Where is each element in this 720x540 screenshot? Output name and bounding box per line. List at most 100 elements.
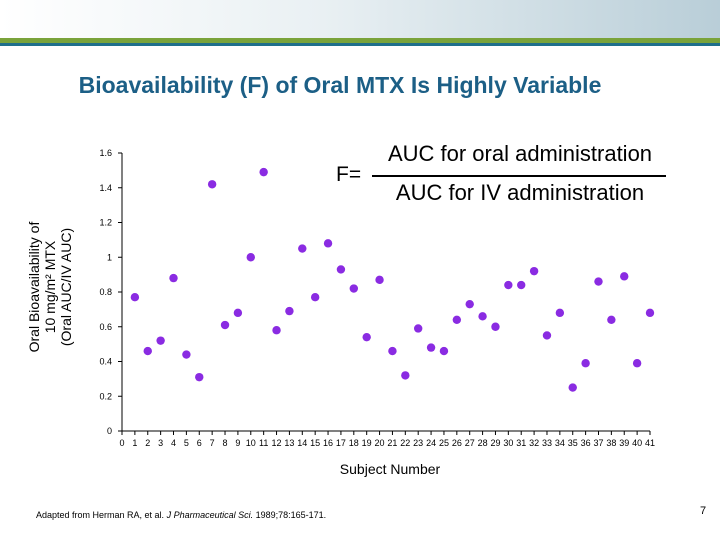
x-tick-label: 29 — [490, 438, 500, 448]
data-point — [349, 284, 359, 293]
data-point — [195, 372, 204, 382]
x-tick-label: 3 — [158, 438, 163, 448]
x-tick-label: 14 — [297, 438, 307, 448]
formula-lhs: F= — [336, 163, 362, 186]
x-tick-label: 11 — [259, 438, 268, 448]
x-tick-label: 35 — [568, 438, 578, 448]
x-tick-label: 30 — [503, 438, 513, 448]
header-accent-green — [0, 38, 720, 43]
y-tick-label: 1.4 — [99, 183, 112, 193]
data-point — [607, 315, 616, 324]
x-tick-label: 40 — [632, 438, 642, 448]
formula-numerator: AUC for oral administration — [387, 141, 653, 166]
x-tick-label: 0 — [119, 438, 124, 448]
x-tick-label: 4 — [171, 438, 176, 448]
x-tick-label: 18 — [349, 438, 359, 448]
x-tick-label: 15 — [310, 438, 320, 448]
data-point — [465, 299, 474, 309]
x-tick-label: 20 — [375, 438, 385, 448]
data-point — [439, 346, 449, 356]
data-point — [645, 308, 655, 318]
data-point — [426, 343, 436, 352]
formula-fraction-bar — [372, 175, 666, 177]
x-tick-label: 31 — [516, 438, 526, 448]
y-tick-label: 0.6 — [99, 322, 112, 332]
data-point — [581, 359, 590, 368]
x-tick-label: 17 — [336, 438, 346, 448]
source-citation: Adapted from Herman RA, et al. J Pharmac… — [36, 510, 326, 520]
y-tick-label: 0.2 — [99, 391, 112, 401]
x-tick-label: 28 — [478, 438, 488, 448]
data-point — [452, 315, 462, 324]
x-tick-label: 25 — [439, 438, 449, 448]
x-tick-label: 22 — [400, 438, 410, 448]
data-point — [542, 331, 552, 340]
data-point — [620, 272, 629, 281]
data-point — [298, 244, 307, 253]
header-band — [0, 0, 720, 38]
source-journal: J Pharmaceutical Sci. — [166, 510, 254, 520]
x-tick-label: 8 — [223, 438, 228, 448]
data-point — [156, 336, 165, 345]
data-point — [401, 371, 410, 380]
header-accent-blue — [0, 43, 720, 46]
data-point — [362, 332, 371, 342]
source-prefix: Adapted from Herman RA, et al. — [36, 510, 167, 520]
x-tick-label: 9 — [235, 438, 240, 448]
data-point — [169, 273, 178, 283]
formula-denominator: AUC for IV administration — [395, 180, 645, 205]
data-point — [130, 293, 140, 302]
x-axis-label: Subject Number — [339, 461, 441, 477]
x-tick-label: 13 — [284, 438, 294, 448]
x-tick-label: 39 — [619, 438, 629, 448]
x-tick-label: 2 — [145, 438, 150, 448]
x-tick-label: 6 — [197, 438, 202, 448]
y-tick-label: 1.2 — [99, 218, 112, 228]
data-point — [272, 326, 281, 335]
source-suffix: 1989;78:165-171. — [253, 510, 327, 520]
x-tick-label: 21 — [387, 438, 397, 448]
x-tick-label: 33 — [542, 438, 552, 448]
data-point — [388, 346, 397, 356]
data-point — [632, 359, 642, 368]
data-point — [529, 266, 539, 276]
y-tick-label: 1.6 — [99, 148, 112, 158]
y-tick-label: 0.4 — [99, 357, 112, 367]
page-number: 7 — [700, 505, 707, 517]
x-tick-label: 26 — [452, 438, 462, 448]
data-point — [375, 275, 384, 285]
data-point — [323, 239, 333, 248]
x-tick-label: 10 — [246, 438, 256, 448]
data-point — [310, 293, 320, 302]
x-tick-label: 23 — [413, 438, 423, 448]
x-tick-label: 27 — [465, 438, 475, 448]
x-tick-label: 34 — [555, 438, 565, 448]
data-point — [517, 280, 526, 290]
x-tick-label: 5 — [184, 438, 189, 448]
data-point — [568, 383, 577, 392]
data-point — [504, 280, 513, 290]
x-tick-label: 38 — [606, 438, 616, 448]
x-tick-label: 16 — [323, 438, 333, 448]
x-tick-label: 19 — [362, 438, 372, 448]
y-tick-label: 0.8 — [99, 287, 112, 297]
data-point — [594, 277, 603, 286]
data-point — [478, 312, 487, 321]
data-point — [413, 324, 423, 333]
data-point — [220, 320, 230, 330]
x-tick-label: 41 — [645, 438, 655, 448]
y-tick-label: 0 — [107, 426, 112, 436]
data-point — [182, 350, 191, 359]
y-tick-label: 1 — [107, 252, 112, 262]
data-point — [555, 308, 565, 318]
data-point — [285, 306, 294, 316]
data-point — [143, 346, 152, 356]
data-point — [336, 265, 346, 274]
x-tick-label: 36 — [581, 438, 591, 448]
data-point — [233, 308, 243, 318]
x-tick-label: 12 — [272, 438, 282, 448]
data-point — [246, 253, 255, 262]
data-point — [207, 180, 217, 189]
x-tick-label: 37 — [593, 438, 603, 448]
